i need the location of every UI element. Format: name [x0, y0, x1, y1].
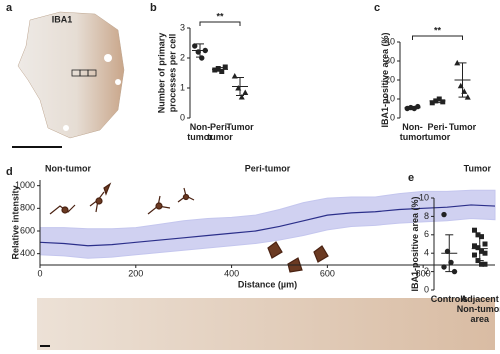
image-label: IBA1 — [52, 14, 73, 24]
significance-label: ** — [434, 25, 442, 35]
y-tick-label: 3 — [180, 22, 185, 32]
x-tick-label-line: Non-tumor — [457, 304, 500, 314]
data-point — [429, 100, 435, 106]
data-point — [475, 245, 481, 251]
y-tick-label: 4 — [424, 248, 429, 258]
x-tick-label: Non-tumor — [187, 122, 213, 142]
significance-label: ** — [216, 11, 224, 21]
data-point — [441, 211, 447, 218]
region-label: Peri-tumor — [245, 163, 291, 173]
data-point — [479, 261, 484, 267]
data-point — [464, 94, 471, 100]
x-tick-label: Tumor — [449, 122, 477, 132]
y-tick-label: 0 — [390, 112, 395, 122]
x-tick-label-line: tumor — [400, 132, 426, 142]
x-tick-label: 0 — [37, 268, 42, 278]
y-axis-label: IBA1-positive area (%) — [380, 32, 390, 127]
y-tick-label: 400 — [20, 248, 35, 258]
y-tick-label: 2 — [424, 266, 429, 276]
x-tick-label-line: tumor — [207, 132, 233, 142]
x-tick-label-line: Peri- — [427, 122, 447, 132]
x-tick-label: Adjacent Non-tumor area — [457, 294, 500, 324]
y-tick-label: 800 — [20, 203, 35, 213]
x-tick-label-line: Non- — [190, 122, 211, 132]
significance-bracket — [199, 21, 241, 26]
y-axis-label-line: processes per cell — [168, 34, 178, 113]
y-tick-label: 10 — [385, 93, 395, 103]
y-axis-label: Number of primaryprocesses per cell — [157, 33, 178, 114]
x-tick-label-line: Adjacent — [461, 294, 499, 304]
y-tick-label: 40 — [385, 36, 395, 46]
panel-label: b — [150, 2, 157, 14]
panel-label: e — [408, 172, 414, 184]
x-tick-label-line: tumor — [425, 132, 451, 142]
y-tick-label: 600 — [20, 225, 35, 235]
y-axis-label: Relative intensity — [10, 185, 20, 259]
data-point — [192, 43, 198, 49]
data-point — [472, 227, 477, 233]
y-axis-label: IBA1-positive area (%) — [410, 196, 420, 291]
data-point — [475, 232, 481, 238]
x-tick-label-line: Controls — [431, 294, 468, 304]
y-tick-label: 30 — [385, 55, 395, 65]
y-tick-label: 2 — [180, 52, 185, 62]
x-tick-label-line: area — [470, 314, 490, 324]
x-tick-label-line: Tumor — [226, 122, 254, 132]
data-point — [479, 248, 484, 254]
data-point — [482, 241, 488, 247]
data-point — [238, 94, 245, 100]
y-tick-label: 0 — [424, 284, 429, 294]
data-point — [472, 243, 477, 249]
x-tick-label: Controls — [431, 294, 468, 304]
y-axis-label-line: IBA1-positive area (%) — [410, 196, 420, 291]
panel-label: c — [374, 2, 380, 14]
significance-bracket — [412, 35, 463, 40]
x-tick-label-line: Tumor — [449, 122, 477, 132]
tissue-strip — [37, 298, 495, 350]
y-tick-label: 0 — [180, 112, 185, 122]
data-point — [454, 59, 461, 66]
x-tick-label-line: tumor — [187, 132, 213, 142]
y-tick-label: 20 — [385, 74, 395, 84]
y-tick-label: 1000 — [15, 180, 35, 190]
panel-label: d — [6, 166, 13, 178]
x-tick-label: Peri-tumor — [207, 122, 233, 142]
data-point — [222, 64, 228, 70]
panel-label: a — [6, 2, 13, 14]
x-tick-label-line: Non- — [402, 122, 423, 132]
x-tick-label: 200 — [128, 268, 143, 278]
mean-line — [39, 204, 496, 247]
x-tick-label: Peri-tumor — [425, 122, 451, 142]
y-axis-label-line: Number of primary — [157, 33, 167, 114]
data-point — [440, 99, 446, 105]
x-tick-label: Non-tumor — [400, 122, 426, 142]
x-tick-label: 400 — [224, 268, 239, 278]
x-tick-label: 800 — [416, 268, 431, 278]
region-label: Non-tumor — [45, 163, 91, 173]
data-point — [482, 261, 488, 267]
data-point — [472, 252, 477, 258]
y-tick-label: 6 — [424, 229, 429, 239]
y-axis-label-line: IBA1-positive area (%) — [380, 32, 390, 127]
y-tick-label: 1 — [180, 82, 185, 92]
region-label: Tumor — [464, 163, 492, 173]
tissue-image — [10, 8, 128, 150]
data-point — [441, 264, 447, 270]
x-tick-label-line: Peri- — [210, 122, 230, 132]
data-point — [242, 89, 249, 95]
data-point — [482, 250, 488, 256]
data-point — [451, 268, 458, 275]
x-axis-label: Distance (µm) — [238, 279, 297, 289]
x-tick-label: 600 — [320, 268, 335, 278]
data-point — [212, 67, 218, 73]
x-tick-label: Tumor — [226, 122, 254, 132]
y-tick-label: 8 — [424, 211, 429, 221]
y-tick-label: 10 — [419, 192, 429, 202]
data-point — [215, 66, 221, 71]
